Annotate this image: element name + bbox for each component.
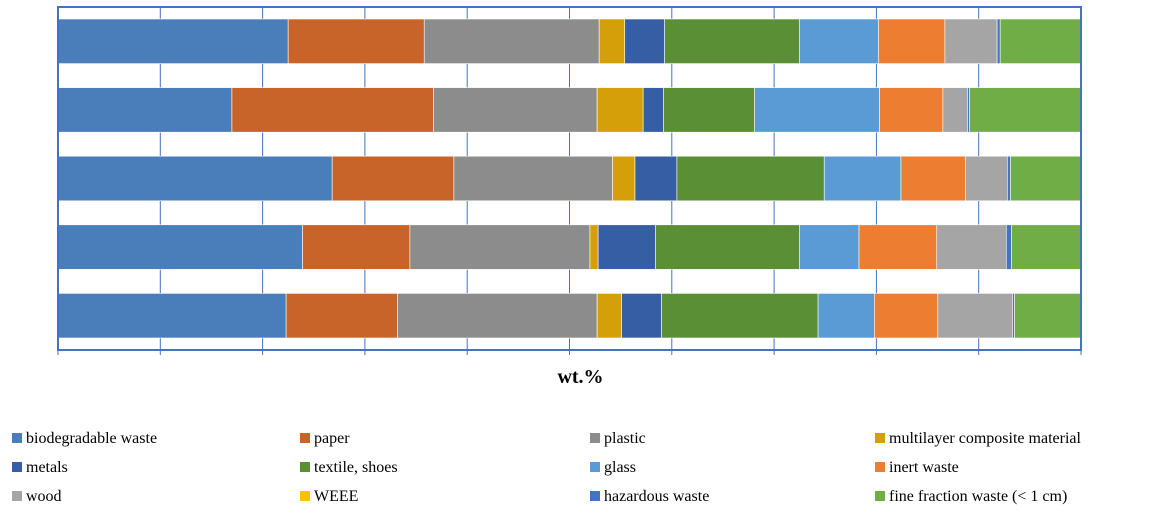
bar-segment-glass <box>799 224 860 270</box>
bar-segment-paper <box>231 87 434 133</box>
bar-segment-paper <box>285 293 398 339</box>
legend-item: hazardous waste <box>590 486 709 508</box>
legend-swatch <box>590 462 600 472</box>
legend-swatch <box>875 491 885 501</box>
bar-segment-biodegradable-waste <box>57 87 233 133</box>
bar-segment-multilayer-composite-material <box>612 155 636 202</box>
bar-segment-glass <box>823 155 902 202</box>
bar-segment-glass <box>754 87 880 133</box>
bar-segment-wood <box>942 87 968 133</box>
legend-swatch <box>300 491 310 501</box>
plot-area-border <box>57 6 1082 351</box>
legend-item: WEEE <box>300 486 358 508</box>
bar-segment-paper <box>302 224 411 270</box>
bar-segment-metals <box>642 87 664 133</box>
legend-swatch <box>12 462 22 472</box>
legend-label: paper <box>314 430 350 447</box>
bar-segment-plastic <box>453 155 613 202</box>
bars <box>57 18 1082 339</box>
bar-segment-multilayer-composite-material <box>596 293 622 339</box>
bar-segment-metals <box>624 18 665 64</box>
bar-segment-glass <box>817 293 875 339</box>
legend-swatch <box>12 433 22 443</box>
legend-item: multilayer composite material <box>875 428 1081 450</box>
bar-segment-metals <box>621 293 662 339</box>
legend-label: wood <box>26 488 62 505</box>
bar-segment-biodegradable-waste <box>57 224 303 270</box>
bar-segment-hazardous-waste <box>1006 224 1012 270</box>
legend-label: metals <box>26 459 68 476</box>
legend-item: plastic <box>590 428 646 450</box>
bar-segment-inert-waste <box>879 87 944 133</box>
legend-label: WEEE <box>314 488 359 505</box>
legend-label: fine fraction waste (< 1 cm) <box>889 488 1068 505</box>
legend-swatch <box>12 491 22 501</box>
legend-swatch <box>590 491 600 501</box>
bar-segment-paper <box>287 18 425 64</box>
legend-item: wood <box>12 486 62 508</box>
bar-segment-paper <box>331 155 455 202</box>
legend-label: textile, shoes <box>314 459 398 476</box>
bar-segment-hazardous-waste <box>996 18 1001 64</box>
bar-segment-wood <box>944 18 998 64</box>
legend-label: plastic <box>604 430 646 447</box>
bar-segment-hazardous-waste <box>1007 155 1011 202</box>
x-axis-label: wt.% <box>557 366 604 388</box>
legend-swatch <box>590 433 600 443</box>
bar-segment-fine-fraction-waste-1-cm <box>969 87 1082 133</box>
legend-item: textile, shoes <box>300 457 398 479</box>
bar-segment-fine-fraction-waste-1-cm <box>1014 293 1082 339</box>
legend-item: glass <box>590 457 636 479</box>
bar-segment-wood <box>965 155 1008 202</box>
legend-swatch <box>300 462 310 472</box>
legend-label: hazardous waste <box>604 488 710 505</box>
bar-segment-metals <box>634 155 678 202</box>
bar-segment-plastic <box>423 18 600 64</box>
legend-label: inert waste <box>889 459 959 476</box>
legend-swatch <box>875 462 885 472</box>
bar-segment-glass <box>799 18 879 64</box>
bar-segment-plastic <box>409 224 591 270</box>
bar-segment-plastic <box>397 293 598 339</box>
bar-segment-biodegradable-waste <box>57 18 289 64</box>
legend-item: fine fraction waste (< 1 cm) <box>875 486 1067 508</box>
legend-label: biodegradable waste <box>26 430 158 447</box>
bar-segment-multilayer-composite-material <box>589 224 599 270</box>
bar-segment-inert-waste <box>858 224 938 270</box>
legend-item: metals <box>12 457 68 479</box>
bar-segment-wood <box>936 224 1007 270</box>
bar-segment-textile-shoes <box>655 224 800 270</box>
bar-segment-inert-waste <box>874 293 939 339</box>
bar-segment-biodegradable-waste <box>57 155 333 202</box>
bar-segment-textile-shoes <box>661 293 819 339</box>
bar-segment-metals <box>597 224 656 270</box>
bar-segment-inert-waste <box>878 18 946 64</box>
bar-segment-hazardous-waste <box>967 87 970 133</box>
legend-swatch <box>875 433 885 443</box>
bar-segment-fine-fraction-waste-1-cm <box>1011 224 1082 270</box>
bar-segment-fine-fraction-waste-1-cm <box>1010 155 1082 202</box>
legend-item: biodegradable waste <box>12 428 157 450</box>
bar-segment-multilayer-composite-material <box>596 87 644 133</box>
bar-segment-multilayer-composite-material <box>598 18 626 64</box>
bar-segment-fine-fraction-waste-1-cm <box>999 18 1082 64</box>
legend-label: glass <box>604 459 636 476</box>
bar-segment-textile-shoes <box>664 18 800 64</box>
legend-item: paper <box>300 428 350 450</box>
bar-segment-plastic <box>433 87 598 133</box>
bar-segment-inert-waste <box>900 155 966 202</box>
bar-segment-textile-shoes <box>663 87 755 133</box>
bar-segment-hazardous-waste <box>1012 293 1015 339</box>
legend-swatch <box>300 433 310 443</box>
chart <box>57 6 1082 355</box>
bar-segment-textile-shoes <box>676 155 825 202</box>
bar-segment-biodegradable-waste <box>57 293 287 339</box>
legend-item: inert waste <box>875 457 959 479</box>
legend-label: multilayer composite material <box>889 430 1081 447</box>
bar-segment-wood <box>937 293 1013 339</box>
